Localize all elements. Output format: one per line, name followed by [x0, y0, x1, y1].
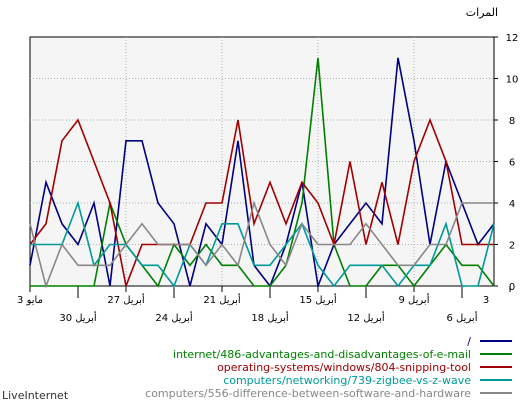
y-axis-label: المرات [466, 6, 498, 19]
legend-label-1: / [467, 335, 471, 348]
legend-label-4: computers/networking/739-zigbee-vs-z-wav… [223, 374, 471, 387]
series-line-2 [30, 57, 495, 288]
y-tick-label: 8 [509, 116, 515, 127]
series-line-5 [29, 200, 494, 289]
x-tick-label: 3 مايو [17, 295, 43, 306]
series-line-1 [29, 57, 495, 290]
legend-label-3: operating-systems/windows/804-snipping-t… [217, 361, 471, 374]
x-tick-label: 3 [483, 295, 489, 306]
x-tick-label: 12 أبريل [347, 311, 385, 324]
legend-label-5: computers/556-difference-between-softwar… [145, 387, 471, 400]
series-lines [29, 57, 495, 290]
y-tick-label: 6 [509, 158, 515, 169]
x-tick-label: 9 أبريل [399, 293, 430, 306]
x-tick-label: 24 أبريل [155, 311, 193, 324]
y-tick-label: 12 [506, 33, 519, 44]
x-tick-label: 6 أبريل [447, 311, 478, 324]
legend-label-2: internet/486-advantages-and-disadvantage… [173, 348, 471, 361]
x-tick-label: 21 أبريل [203, 293, 241, 306]
x-tick-label: 30 أبريل [59, 311, 97, 324]
x-tick-label: 18 أبريل [251, 311, 289, 324]
x-axis-ticks: 3 مايو 27 أبريل 21 أبريل 15 أبريل 9 أبريل 3 30… [17, 286, 511, 324]
y-tick-label: 0 [509, 282, 515, 293]
x-tick-label: 27 أبريل [107, 293, 145, 306]
y-tick-label: 10 [506, 75, 519, 86]
y-tick-label: 4 [509, 199, 515, 210]
series-line-4 [30, 200, 495, 288]
footer-brand: LiveInternet [2, 389, 69, 402]
series-line-3 [29, 117, 494, 289]
y-axis-ticks: 0 2 4 6 8 10 12 [494, 33, 518, 293]
y-tick-label: 2 [509, 241, 515, 252]
x-tick-label: 15 أبريل [299, 293, 337, 306]
legend: /internet/486-advantages-and-disadvantag… [145, 335, 512, 400]
